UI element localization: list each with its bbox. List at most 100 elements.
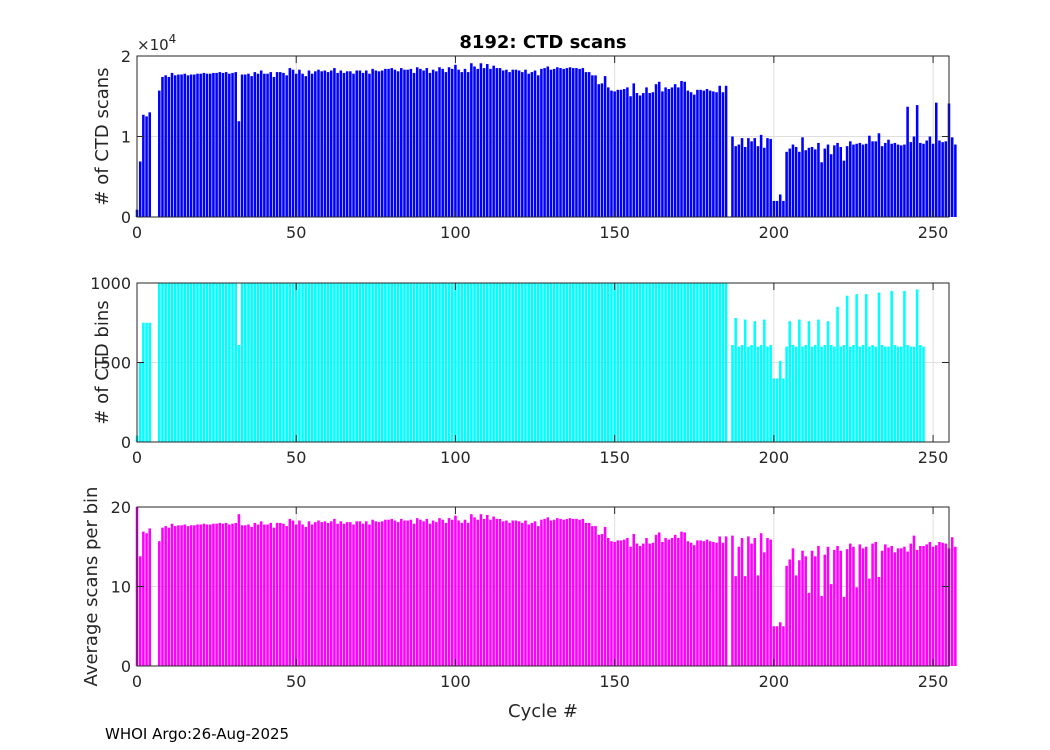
bins-bar <box>345 283 349 442</box>
average-bar <box>950 537 954 666</box>
average-bar <box>263 524 266 666</box>
average-bar <box>903 546 906 666</box>
average-bar <box>243 525 247 666</box>
scans-bar <box>428 72 432 217</box>
average-bar <box>912 535 916 666</box>
bins-bar <box>435 283 438 442</box>
scans-bar <box>393 69 397 217</box>
average-bar <box>304 526 308 667</box>
scans-bar <box>938 140 941 217</box>
average-bar <box>259 521 263 666</box>
average-bar <box>326 522 330 666</box>
average-bar <box>272 527 276 666</box>
scans-bar <box>205 73 209 218</box>
scans-bar <box>530 72 534 217</box>
average-bar <box>683 532 686 666</box>
average-bar <box>250 526 253 667</box>
bins-bar <box>384 283 387 442</box>
average-bar <box>845 549 849 666</box>
scans-bar <box>721 92 725 217</box>
bins-bar <box>899 346 903 442</box>
average-bar <box>320 522 323 666</box>
bins-bar <box>919 345 922 442</box>
average-bar <box>839 550 843 666</box>
average-bar <box>807 592 811 666</box>
scans-bar <box>425 68 429 217</box>
scans-bar <box>269 72 273 217</box>
scans-bar <box>224 72 228 217</box>
bins-bar <box>177 283 180 442</box>
scans-bar <box>180 74 183 217</box>
average-bar <box>667 539 671 666</box>
average-bar <box>657 532 661 666</box>
bins-bar <box>279 283 282 442</box>
scans-bar <box>441 68 444 217</box>
bins-bar <box>495 283 499 442</box>
average-bar <box>501 521 505 666</box>
scans-bar <box>403 69 406 217</box>
average-bar <box>279 522 282 666</box>
scans-bar <box>196 73 199 218</box>
average-ytick-label: 20 <box>111 498 131 517</box>
average-bar <box>616 540 620 666</box>
scans-bar <box>893 142 897 217</box>
bins-bar <box>406 283 409 442</box>
average-bar <box>852 546 855 666</box>
bins-bar <box>591 283 594 442</box>
scans-bar <box>657 81 661 217</box>
average-bar <box>622 539 626 666</box>
bins-bar <box>829 345 833 442</box>
bins-bar <box>310 283 314 442</box>
average-bar <box>785 565 788 666</box>
scans-bar <box>664 87 667 217</box>
average-bar <box>291 520 295 666</box>
bins-bar <box>696 283 699 442</box>
bins-bar <box>527 283 530 442</box>
scans-bar <box>170 72 174 217</box>
scans-subplot: 0 50 100 150 200 250 0 1 2 ×104 # of CTD scans <box>92 32 957 242</box>
bins-bar <box>482 283 486 442</box>
scans-bar <box>419 68 422 217</box>
average-bar <box>180 525 183 666</box>
bins-bar <box>689 283 693 442</box>
bins-bar <box>794 346 798 442</box>
average-bar <box>689 542 693 666</box>
scans-bar <box>912 136 916 217</box>
scans-bar <box>476 68 479 217</box>
bins-bar <box>798 319 801 442</box>
scans-bar <box>817 142 820 217</box>
average-bar <box>435 522 438 666</box>
bins-bar <box>571 283 575 442</box>
bins-bar <box>173 283 177 442</box>
bins-bar <box>505 283 508 442</box>
average-bar <box>626 538 629 666</box>
average-bar <box>699 540 702 666</box>
bins-bar <box>890 290 893 442</box>
average-bar <box>565 518 569 666</box>
average-bar <box>508 522 511 666</box>
bins-bar <box>409 283 413 442</box>
scans-bar <box>435 71 438 217</box>
average-bar <box>578 519 581 666</box>
average-bar <box>288 518 292 666</box>
bins-bar <box>193 283 196 442</box>
scans-bar <box>890 143 893 217</box>
bins-bar <box>880 345 884 442</box>
bins-bar <box>759 345 763 442</box>
scans-xtick-label: 50 <box>286 223 306 242</box>
bins-bar <box>377 283 381 442</box>
scans-bar <box>785 151 788 217</box>
bins-bar <box>638 283 642 442</box>
average-bar <box>492 516 495 666</box>
bins-bar <box>861 345 865 442</box>
bins-bar <box>304 283 308 442</box>
average-bar <box>431 520 435 666</box>
average-bar <box>864 546 868 666</box>
scans-bar <box>813 149 817 217</box>
average-bar <box>705 539 709 666</box>
average-bar <box>692 545 696 666</box>
bins-bar <box>549 283 553 442</box>
bins-bar <box>368 283 371 442</box>
bins-bar <box>380 283 384 442</box>
bins-bar <box>208 283 212 442</box>
